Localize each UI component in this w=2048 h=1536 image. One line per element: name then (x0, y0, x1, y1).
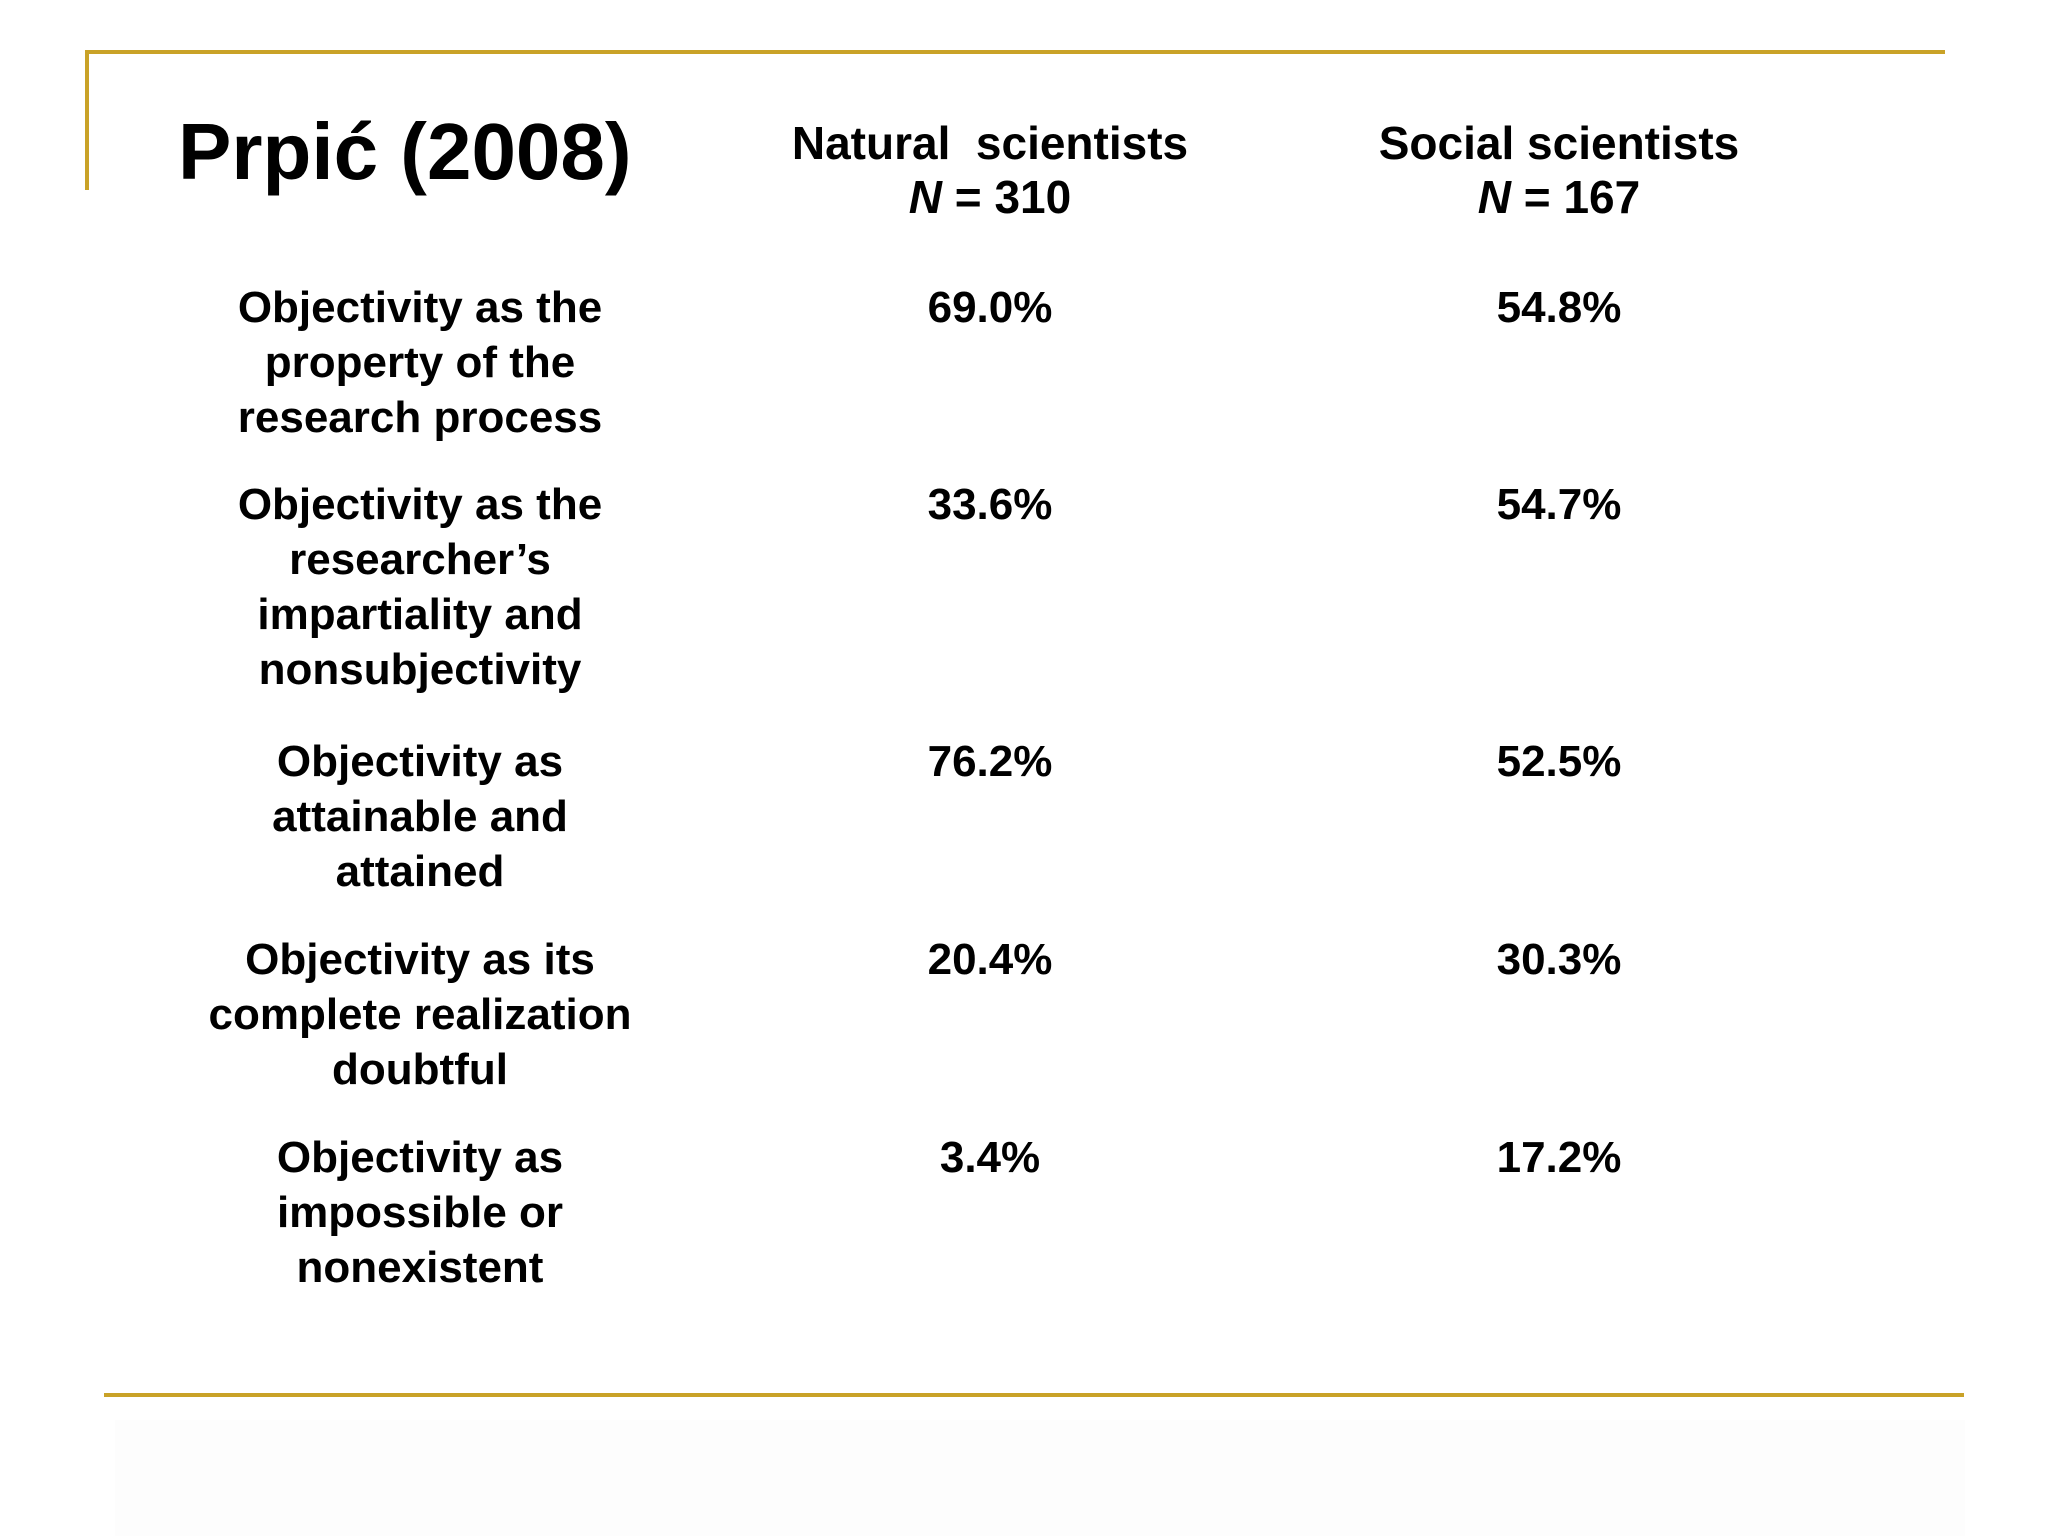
column-header-social: Social scientists N = 167 (1279, 116, 1839, 224)
cell-natural: 3.4% (939, 1133, 1041, 1182)
cell-natural: 76.2% (927, 737, 1053, 786)
row-label: Objectivity as the researcher’s impartia… (160, 477, 680, 697)
cell-social: 52.5% (1496, 737, 1622, 786)
row-label: Objectivity as its complete realization … (160, 932, 680, 1097)
slide-title: Prpić (2008) (178, 107, 632, 196)
column-header-natural-n: N = 310 (710, 170, 1270, 224)
row-label-line: research process (237, 393, 603, 442)
column-header-natural-name: Natural scientists (791, 117, 1189, 169)
left-rule (85, 50, 89, 190)
row-label-line: impartiality and (257, 590, 583, 639)
bottom-rule (104, 1393, 1964, 1397)
row-label-line: Objectivity as the (237, 283, 603, 332)
cell-social: 54.8% (1496, 283, 1622, 332)
cell-natural: 69.0% (927, 283, 1053, 332)
column-header-natural: Natural scientists N = 310 (710, 116, 1270, 224)
footer-area (115, 1420, 1965, 1536)
row-label-line: Objectivity as its (245, 935, 595, 984)
row-label: Objectivity as the property of the resea… (160, 280, 680, 445)
n-value: = 310 (942, 171, 1072, 223)
n-variable: N (908, 171, 943, 223)
row-label-line: Objectivity as (276, 1133, 564, 1182)
row-label-line: complete realization (208, 990, 632, 1039)
row-label-line: attainable and (272, 792, 568, 841)
row-label-line: Objectivity as (276, 737, 564, 786)
row-label-line: nonsubjectivity (258, 645, 582, 694)
row-label-line: property of the (264, 338, 576, 387)
cell-social: 30.3% (1496, 935, 1622, 984)
row-label-line: impossible or (276, 1188, 564, 1237)
row-label-line: Objectivity as the (237, 480, 603, 529)
n-variable: N (1477, 171, 1512, 223)
cell-natural: 33.6% (927, 480, 1053, 529)
column-header-social-name: Social scientists (1378, 117, 1740, 169)
column-header-social-n: N = 167 (1279, 170, 1839, 224)
row-label-line: nonexistent (296, 1243, 544, 1292)
n-value: = 167 (1511, 171, 1641, 223)
row-label-line: researcher’s (289, 535, 551, 584)
top-rule (85, 50, 1945, 54)
row-label-line: doubtful (332, 1045, 508, 1094)
row-label: Objectivity as impossible or nonexistent (160, 1130, 680, 1295)
row-label-line: attained (335, 847, 505, 896)
cell-social: 17.2% (1496, 1133, 1622, 1182)
cell-social: 54.7% (1496, 480, 1622, 529)
cell-natural: 20.4% (927, 935, 1053, 984)
row-label: Objectivity as attainable and attained (160, 734, 680, 899)
